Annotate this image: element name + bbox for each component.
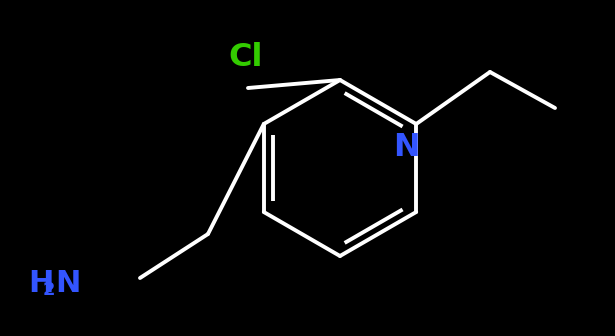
Text: N: N xyxy=(393,132,420,164)
Text: Cl: Cl xyxy=(228,42,263,73)
Text: N: N xyxy=(55,269,81,298)
Text: 2: 2 xyxy=(43,281,55,299)
Text: H: H xyxy=(28,269,54,298)
